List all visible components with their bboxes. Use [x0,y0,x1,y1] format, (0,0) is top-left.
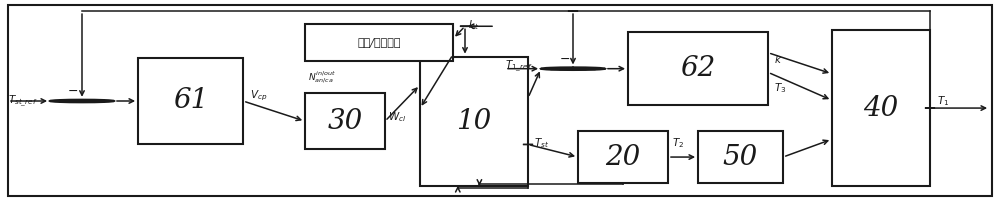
Text: $N_{an/ca}^{in/out}$: $N_{an/ca}^{in/out}$ [308,69,336,85]
Text: $T_{st}$: $T_{st}$ [534,136,549,150]
Text: $T_2$: $T_2$ [672,136,684,150]
Text: 输入/输出流量: 输入/输出流量 [357,37,401,47]
Text: 10: 10 [456,108,492,135]
Text: $T_{1\_ref}$: $T_{1\_ref}$ [505,59,533,74]
Text: $W_{cl}$: $W_{cl}$ [388,111,406,124]
Ellipse shape [523,144,533,145]
Text: $I_{st}$: $I_{st}$ [468,18,480,32]
Bar [420,57,528,186]
Bar [578,131,668,183]
Text: $-$: $-$ [67,84,79,97]
Text: 40: 40 [863,95,899,122]
Text: $-$: $-$ [559,52,571,64]
Text: $T_{st\_ref}$: $T_{st\_ref}$ [8,93,38,109]
Bar [832,30,930,186]
Text: 62: 62 [680,55,716,82]
Text: $V_{cp}$: $V_{cp}$ [250,89,267,103]
Text: 30: 30 [327,108,363,135]
Ellipse shape [50,100,114,102]
Bar [698,131,783,183]
Text: 61: 61 [173,87,208,115]
Text: $k$: $k$ [774,53,782,65]
Text: 20: 20 [605,144,641,170]
Text: 50: 50 [723,144,758,170]
Bar [628,32,768,105]
Text: $T_1$: $T_1$ [937,94,949,108]
Bar [305,24,453,61]
Bar [305,93,385,149]
Bar [138,58,243,144]
Ellipse shape [541,67,605,70]
Text: $T_3$: $T_3$ [774,81,786,95]
